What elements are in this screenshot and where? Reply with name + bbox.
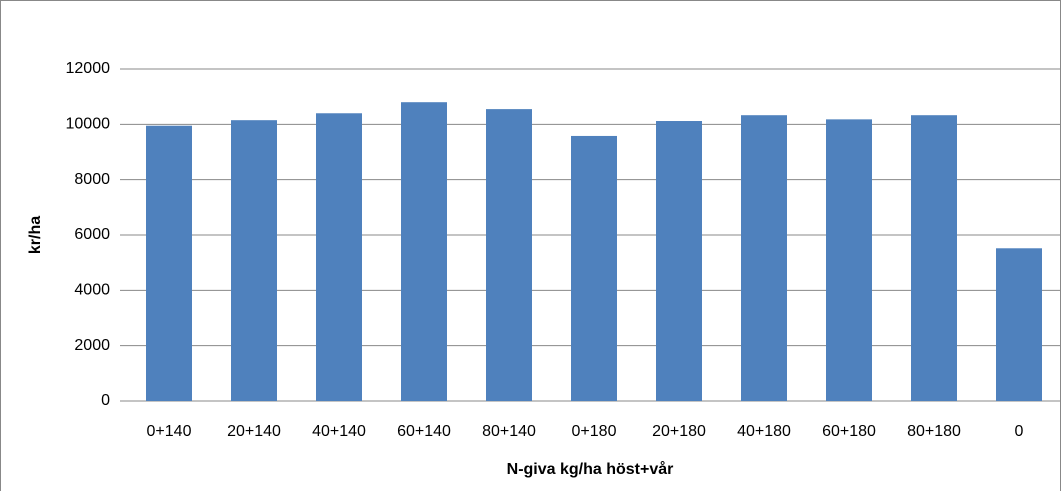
bar <box>741 115 787 401</box>
x-tick-label: 20+180 <box>652 423 706 440</box>
y-tick-label: 6000 <box>74 226 110 243</box>
x-axis-title: N-giva kg/ha höst+vår <box>507 460 674 478</box>
y-tick-label: 10000 <box>66 116 111 133</box>
y-tick-label: 2000 <box>74 337 110 354</box>
bar <box>571 135 617 401</box>
y-tick-label: 8000 <box>74 171 110 188</box>
x-tick-label: 0 <box>1015 423 1024 440</box>
x-tick-label: 60+140 <box>397 423 451 440</box>
bar <box>486 109 532 401</box>
x-tick-label: 40+180 <box>737 423 791 440</box>
y-tick-label: 4000 <box>74 282 110 299</box>
bar <box>231 120 277 401</box>
y-tick-label: 0 <box>101 392 110 409</box>
bar <box>826 119 872 401</box>
x-tick-label: 0+180 <box>572 423 617 440</box>
x-tick-label: 80+140 <box>482 423 536 440</box>
bar <box>996 248 1042 401</box>
y-axis-title: kr/ha <box>27 216 44 254</box>
x-tick-label: 80+180 <box>907 423 961 440</box>
bar <box>911 115 957 401</box>
x-tick-label: 60+180 <box>822 423 876 440</box>
bar <box>656 121 702 401</box>
x-tick-label: 20+140 <box>227 423 281 440</box>
bar <box>316 113 362 402</box>
x-tick-label: 40+140 <box>312 423 366 440</box>
bar <box>146 125 192 401</box>
bar <box>401 102 447 401</box>
x-tick-label: 0+140 <box>147 423 192 440</box>
y-tick-label: 12000 <box>66 60 111 77</box>
